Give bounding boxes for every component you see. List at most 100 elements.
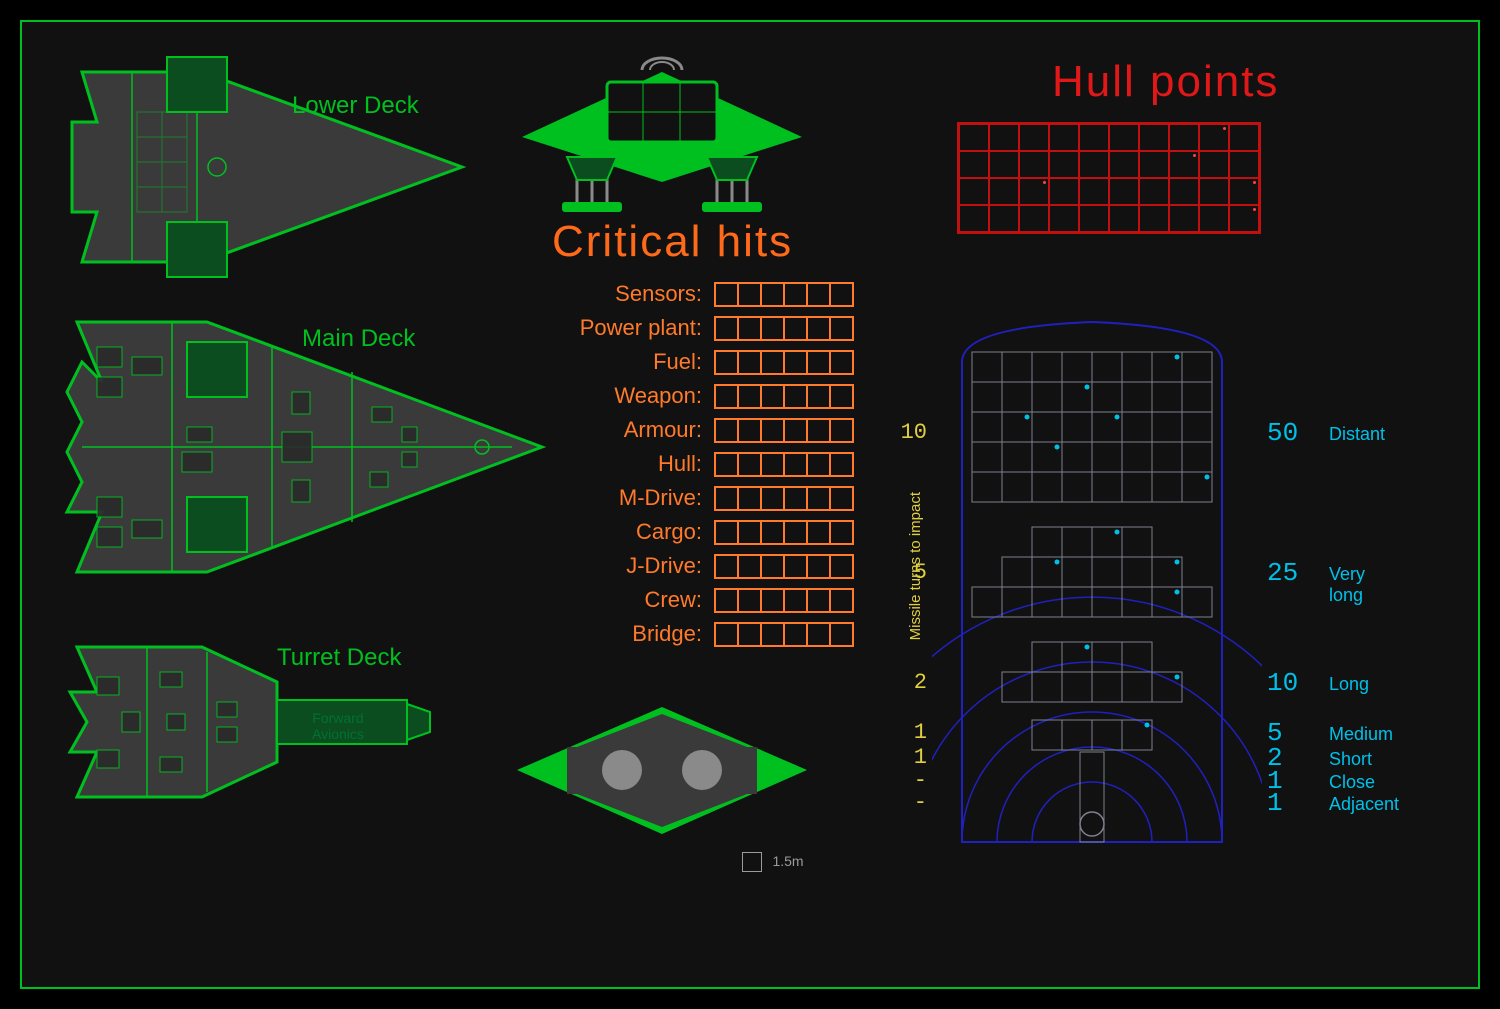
- hull-cell[interactable]: [1019, 205, 1049, 232]
- range-cell[interactable]: [1122, 412, 1152, 442]
- range-cell[interactable]: [1092, 442, 1122, 472]
- crit-box[interactable]: [829, 350, 854, 375]
- crit-box[interactable]: [714, 282, 739, 307]
- range-cell[interactable]: [1032, 672, 1062, 702]
- range-cell[interactable]: [1122, 472, 1152, 502]
- crit-box[interactable]: [760, 588, 785, 613]
- hull-cell[interactable]: [989, 124, 1019, 151]
- range-cell[interactable]: [1002, 672, 1032, 702]
- crit-box[interactable]: [829, 588, 854, 613]
- crit-box[interactable]: [737, 384, 762, 409]
- hull-cell[interactable]: [1199, 124, 1229, 151]
- crit-box[interactable]: [806, 282, 831, 307]
- range-cell[interactable]: [1122, 672, 1152, 702]
- crit-box[interactable]: [737, 350, 762, 375]
- range-cell[interactable]: [1182, 382, 1212, 412]
- hull-cell[interactable]: [1169, 151, 1199, 178]
- crit-box[interactable]: [829, 486, 854, 511]
- crit-box[interactable]: [714, 554, 739, 579]
- crit-box[interactable]: [783, 622, 808, 647]
- crit-box[interactable]: [737, 316, 762, 341]
- range-cell[interactable]: [1182, 442, 1212, 472]
- range-cell[interactable]: [1182, 412, 1212, 442]
- hull-cell[interactable]: [989, 205, 1019, 232]
- crit-box[interactable]: [737, 486, 762, 511]
- range-cell[interactable]: [1002, 352, 1032, 382]
- range-cell[interactable]: [1002, 382, 1032, 412]
- range-cell[interactable]: [972, 382, 1002, 412]
- hull-cell[interactable]: [1169, 124, 1199, 151]
- range-cell[interactable]: [1032, 382, 1062, 412]
- crit-box[interactable]: [760, 520, 785, 545]
- hull-cell[interactable]: [959, 178, 989, 205]
- range-cell[interactable]: [972, 472, 1002, 502]
- hull-cell[interactable]: [1139, 151, 1169, 178]
- hull-cell[interactable]: [1169, 205, 1199, 232]
- hull-cell[interactable]: [1199, 178, 1229, 205]
- crit-box[interactable]: [783, 588, 808, 613]
- range-cell[interactable]: [1002, 557, 1032, 587]
- crit-box[interactable]: [737, 622, 762, 647]
- crit-box[interactable]: [760, 418, 785, 443]
- crit-box[interactable]: [806, 622, 831, 647]
- hull-cell[interactable]: [1019, 151, 1049, 178]
- range-cell[interactable]: [1122, 442, 1152, 472]
- range-cell[interactable]: [1032, 412, 1062, 442]
- hull-cell[interactable]: [959, 205, 989, 232]
- crit-box[interactable]: [783, 418, 808, 443]
- range-cell[interactable]: [1182, 587, 1212, 617]
- hull-cell[interactable]: [1049, 205, 1079, 232]
- hull-cell[interactable]: [1229, 124, 1259, 151]
- crit-box[interactable]: [714, 418, 739, 443]
- crit-box[interactable]: [829, 554, 854, 579]
- crit-box[interactable]: [806, 350, 831, 375]
- range-cell[interactable]: [1152, 412, 1182, 442]
- crit-box[interactable]: [760, 622, 785, 647]
- crit-box[interactable]: [714, 384, 739, 409]
- range-cell[interactable]: [1152, 382, 1182, 412]
- crit-box[interactable]: [829, 384, 854, 409]
- crit-box[interactable]: [714, 622, 739, 647]
- hull-cell[interactable]: [1199, 205, 1229, 232]
- crit-box[interactable]: [737, 520, 762, 545]
- hull-cell[interactable]: [1229, 178, 1259, 205]
- range-cell[interactable]: [1092, 382, 1122, 412]
- crit-box[interactable]: [760, 554, 785, 579]
- crit-box[interactable]: [806, 554, 831, 579]
- hull-cell[interactable]: [1079, 205, 1109, 232]
- hull-cell[interactable]: [1229, 205, 1259, 232]
- hull-cell[interactable]: [1199, 151, 1229, 178]
- range-cell[interactable]: [1092, 720, 1122, 750]
- crit-box[interactable]: [783, 486, 808, 511]
- crit-box[interactable]: [737, 588, 762, 613]
- crit-box[interactable]: [760, 452, 785, 477]
- crit-box[interactable]: [783, 316, 808, 341]
- crit-box[interactable]: [737, 452, 762, 477]
- crit-box[interactable]: [783, 282, 808, 307]
- crit-box[interactable]: [760, 350, 785, 375]
- range-cell[interactable]: [1062, 472, 1092, 502]
- range-cell[interactable]: [1002, 442, 1032, 472]
- crit-box[interactable]: [783, 384, 808, 409]
- hull-cell[interactable]: [1139, 124, 1169, 151]
- crit-box[interactable]: [714, 588, 739, 613]
- crit-box[interactable]: [806, 418, 831, 443]
- range-cell[interactable]: [1062, 587, 1092, 617]
- crit-box[interactable]: [714, 350, 739, 375]
- range-cell[interactable]: [972, 442, 1002, 472]
- hull-cell[interactable]: [989, 178, 1019, 205]
- hull-cell[interactable]: [1229, 151, 1259, 178]
- range-cell[interactable]: [1032, 527, 1062, 557]
- crit-box[interactable]: [783, 520, 808, 545]
- range-cell[interactable]: [1092, 472, 1122, 502]
- crit-box[interactable]: [829, 316, 854, 341]
- hull-cell[interactable]: [1079, 151, 1109, 178]
- range-cell[interactable]: [1122, 587, 1152, 617]
- range-cell[interactable]: [1092, 557, 1122, 587]
- crit-box[interactable]: [806, 520, 831, 545]
- range-cell[interactable]: [1062, 352, 1092, 382]
- hull-cell[interactable]: [959, 151, 989, 178]
- range-cell[interactable]: [1032, 472, 1062, 502]
- range-cell[interactable]: [1032, 587, 1062, 617]
- range-cell[interactable]: [1032, 352, 1062, 382]
